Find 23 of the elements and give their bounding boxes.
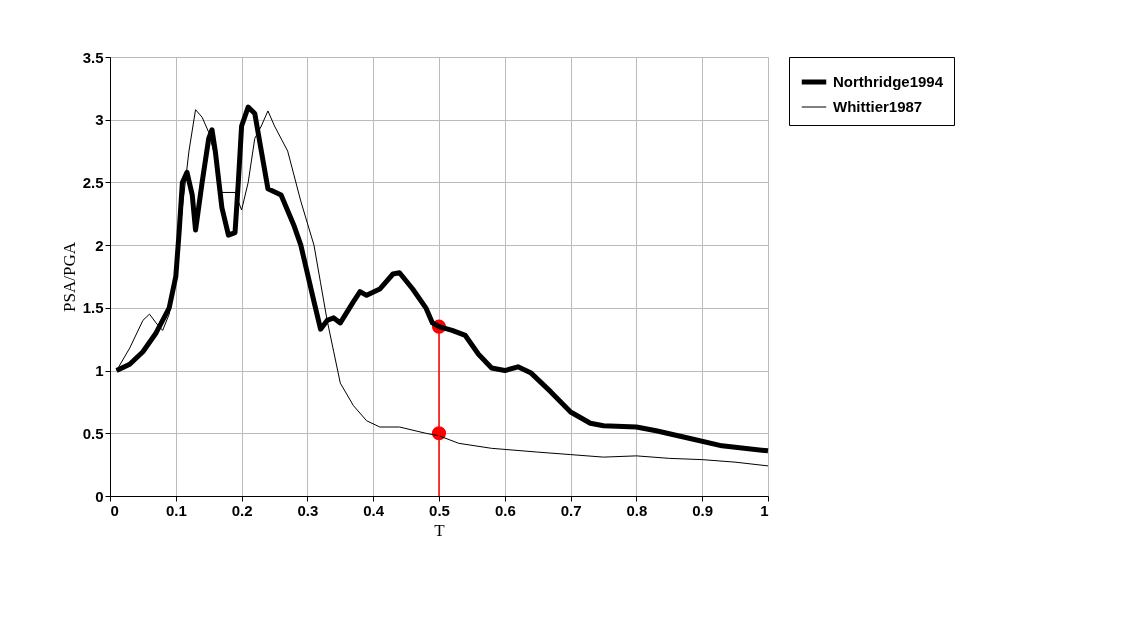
legend-label: Whittier1987 [833,98,923,115]
y-tick-label: 3.5 [82,48,104,66]
x-tick-label: 0.9 [692,501,714,519]
x-tick-label: 0.2 [231,501,253,519]
x-tick-label: 1 [760,501,769,519]
x-tick-label: 0.1 [165,501,187,519]
y-tick-label: 2.5 [82,173,104,191]
x-tick-label: 0.5 [429,501,450,519]
y-tick-label: 3 [95,111,104,129]
y-tick-label: 1 [95,362,104,380]
x-tick-label: 0 [110,501,119,519]
x-tick-label: 0.4 [363,501,385,519]
legend-label: Northridge1994 [833,73,944,90]
y-tick-label: 2 [95,236,104,254]
y-tick-label: 0.5 [82,424,104,442]
x-tick-label: 0.6 [494,501,516,519]
x-axis-title: T [434,520,446,540]
x-tick-label: 0.8 [626,501,648,519]
y-tick-label: 0 [95,487,104,505]
x-tick-label: 0.3 [297,501,319,519]
y-axis-title: PSA/PGA [59,241,79,312]
y-tick-label: 1.5 [82,299,104,317]
x-tick-label: 0.7 [560,501,582,519]
